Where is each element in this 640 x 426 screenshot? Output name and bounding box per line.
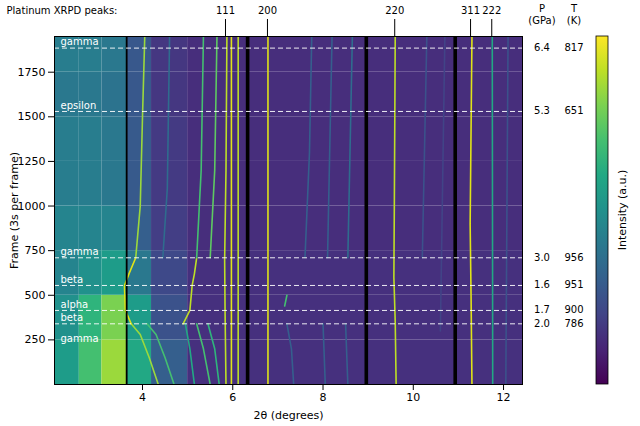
svg-text:Platinum XRPD peaks:: Platinum XRPD peaks: [7, 5, 118, 16]
svg-text:alpha: alpha [61, 299, 89, 310]
svg-text:Intensity (a.u.): Intensity (a.u.) [616, 170, 629, 251]
svg-text:T: T [570, 3, 578, 14]
svg-text:651: 651 [564, 105, 583, 116]
svg-text:6: 6 [229, 391, 236, 404]
svg-text:1500: 1500 [18, 110, 46, 123]
svg-text:200: 200 [258, 5, 277, 16]
svg-text:4: 4 [139, 391, 146, 404]
svg-text:3.0: 3.0 [534, 252, 550, 263]
svg-text:gamma: gamma [61, 246, 99, 257]
svg-text:(K): (K) [567, 15, 581, 26]
svg-text:311: 311 [461, 5, 480, 16]
svg-text:222: 222 [482, 5, 501, 16]
svg-text:900: 900 [564, 304, 583, 315]
svg-text:(GPa): (GPa) [528, 15, 555, 26]
svg-text:500: 500 [25, 289, 46, 302]
svg-text:1250: 1250 [18, 155, 46, 168]
svg-text:1.6: 1.6 [534, 279, 550, 290]
svg-text:1.7: 1.7 [534, 304, 550, 315]
svg-text:Frame (3s per frame): Frame (3s per frame) [8, 152, 21, 269]
svg-text:817: 817 [564, 42, 583, 53]
svg-text:gamma: gamma [61, 333, 99, 344]
svg-text:5.3: 5.3 [534, 105, 550, 116]
svg-text:gamma: gamma [61, 36, 99, 47]
svg-text:beta: beta [61, 312, 84, 323]
svg-text:1750: 1750 [18, 66, 46, 79]
svg-text:2θ (degrees): 2θ (degrees) [253, 409, 323, 422]
svg-text:750: 750 [25, 244, 46, 257]
svg-text:951: 951 [564, 279, 583, 290]
svg-text:956: 956 [564, 252, 583, 263]
svg-text:P: P [539, 3, 545, 14]
svg-text:111: 111 [216, 5, 235, 16]
svg-text:epsilon: epsilon [61, 100, 97, 111]
svg-text:786: 786 [564, 318, 583, 329]
svg-text:8: 8 [320, 391, 327, 404]
svg-text:2.0: 2.0 [534, 318, 550, 329]
svg-text:220: 220 [385, 5, 404, 16]
svg-text:1000: 1000 [18, 200, 46, 213]
svg-text:10: 10 [406, 391, 420, 404]
svg-text:beta: beta [61, 274, 84, 285]
svg-text:250: 250 [25, 333, 46, 346]
svg-text:12: 12 [497, 391, 511, 404]
svg-text:6.4: 6.4 [534, 42, 550, 53]
